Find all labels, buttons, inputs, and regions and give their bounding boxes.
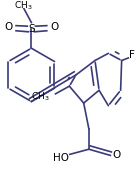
Text: CH$_3$: CH$_3$ [14, 0, 33, 12]
Text: O: O [50, 22, 59, 32]
Text: HO: HO [53, 153, 69, 163]
Text: O: O [4, 22, 12, 32]
Text: CH$_3$: CH$_3$ [31, 90, 49, 103]
Text: S: S [28, 24, 35, 34]
Text: F: F [129, 50, 135, 60]
Text: O: O [112, 150, 121, 160]
